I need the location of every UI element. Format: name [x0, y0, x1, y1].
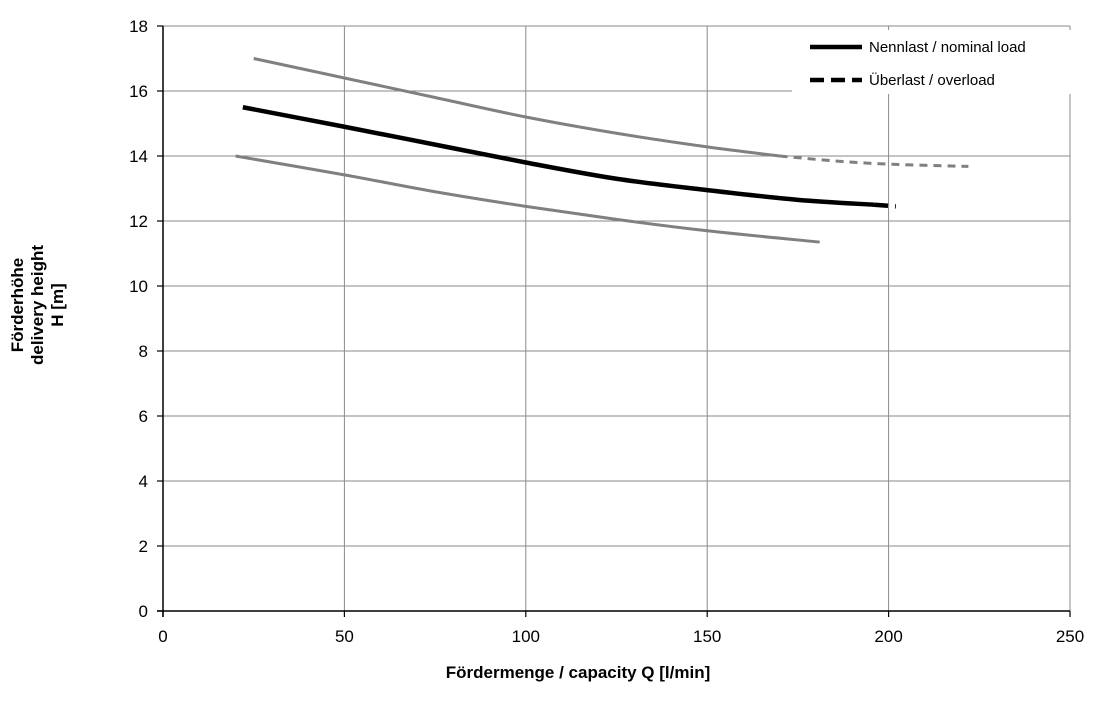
x-tick-label: 150 — [693, 627, 721, 646]
series-group — [235, 57, 969, 244]
y-tick-label: 18 — [129, 17, 148, 36]
y-tick-label: 4 — [139, 472, 148, 491]
y-tick-label: 8 — [139, 342, 148, 361]
y-tick-label: 16 — [129, 82, 148, 101]
y-tick-label: 12 — [129, 212, 148, 231]
y-tick-label: 10 — [129, 277, 148, 296]
legend-background — [792, 30, 1074, 94]
grid — [163, 25, 1071, 611]
y-axis-title-line-1: Förderhöhe — [8, 258, 27, 352]
legend-label-nominal: Nennlast / nominal load — [869, 39, 1026, 56]
y-tick-label: 6 — [139, 407, 148, 426]
series-line-2-solid — [253, 57, 780, 158]
series-line-3-dashed — [779, 154, 969, 168]
series-line-0-solid — [242, 105, 875, 207]
y-tick-label: 2 — [139, 537, 148, 556]
x-tick-label: 100 — [512, 627, 540, 646]
x-tick-label: 250 — [1056, 627, 1084, 646]
series-line-4-solid — [235, 154, 820, 244]
axes — [157, 25, 1071, 617]
x-tick-label: 0 — [158, 627, 167, 646]
y-axis-title-line-2: delivery height — [28, 245, 47, 365]
y-tick-label: 0 — [139, 602, 148, 621]
legend: Nennlast / nominal load Überlast / overl… — [792, 30, 1074, 94]
series-line-1-dashed — [873, 202, 897, 209]
y-axis-title-line-3: H [m] — [48, 283, 67, 326]
x-tick-label: 200 — [874, 627, 902, 646]
x-tick-label: 50 — [335, 627, 354, 646]
y-axis-title: Förderhöhe delivery height H [m] — [8, 245, 67, 365]
x-axis-title: Fördermenge / capacity Q [l/min] — [446, 663, 711, 682]
tick-labels: 0 2 4 6 8 10 12 14 16 18 0 50 100 150 200 250 — [129, 17, 1084, 646]
y-tick-label: 14 — [129, 147, 148, 166]
legend-label-overload: Überlast / overload — [869, 71, 995, 89]
